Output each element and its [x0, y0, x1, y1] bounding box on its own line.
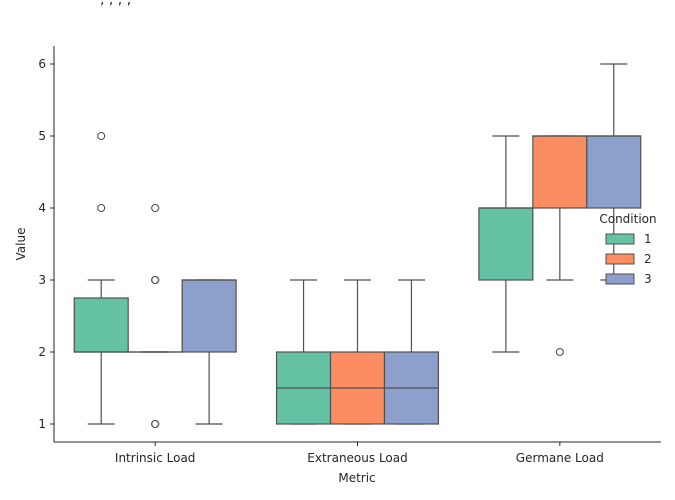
chart-title: , , , ,	[100, 0, 131, 8]
box-body	[532, 135, 588, 209]
legend: Condition 1 2 3	[599, 212, 656, 286]
plot-area	[73, 63, 642, 429]
outlier-point	[555, 347, 564, 357]
outlier-point	[151, 275, 160, 285]
y-tick-label: 4	[38, 201, 46, 215]
x-axis-label: Metric	[338, 471, 375, 485]
box-group	[329, 279, 386, 425]
y-axis-ticks: 1 2 3 4 5 6	[38, 57, 54, 431]
box-group	[127, 203, 183, 429]
x-tick-label: Extraneous Load	[307, 451, 407, 465]
box-body	[73, 297, 129, 353]
box-group	[586, 63, 642, 281]
box-body	[586, 135, 642, 209]
outlier-point	[151, 419, 160, 429]
outlier-point	[97, 203, 106, 213]
legend-label: 1	[644, 232, 652, 246]
legend-swatch	[605, 233, 635, 245]
box-group	[383, 279, 440, 425]
outlier-point	[97, 131, 106, 141]
x-tick-label: Germane Load	[516, 451, 604, 465]
x-tick-label: Intrinsic Load	[115, 451, 196, 465]
legend-swatch	[605, 273, 635, 285]
box-group	[181, 279, 237, 425]
y-tick-label: 5	[38, 129, 46, 143]
legend-label: 2	[644, 252, 652, 266]
legend-label: 3	[644, 272, 652, 286]
box-group	[532, 135, 588, 357]
y-tick-label: 6	[38, 57, 46, 71]
x-axis-ticks: Intrinsic Load Extraneous Load Germane Loa…	[115, 442, 604, 465]
outlier-point	[151, 203, 160, 213]
y-tick-label: 1	[38, 417, 46, 431]
y-tick-label: 2	[38, 345, 46, 359]
box-group	[275, 279, 332, 425]
box-body	[181, 279, 237, 353]
y-axis-label: Value	[14, 228, 28, 261]
box-group	[73, 131, 129, 425]
y-tick-label: 3	[38, 273, 46, 287]
box-group	[478, 135, 534, 353]
box-body	[478, 207, 534, 281]
legend-swatch	[605, 253, 635, 265]
legend-title: Condition	[599, 212, 656, 226]
